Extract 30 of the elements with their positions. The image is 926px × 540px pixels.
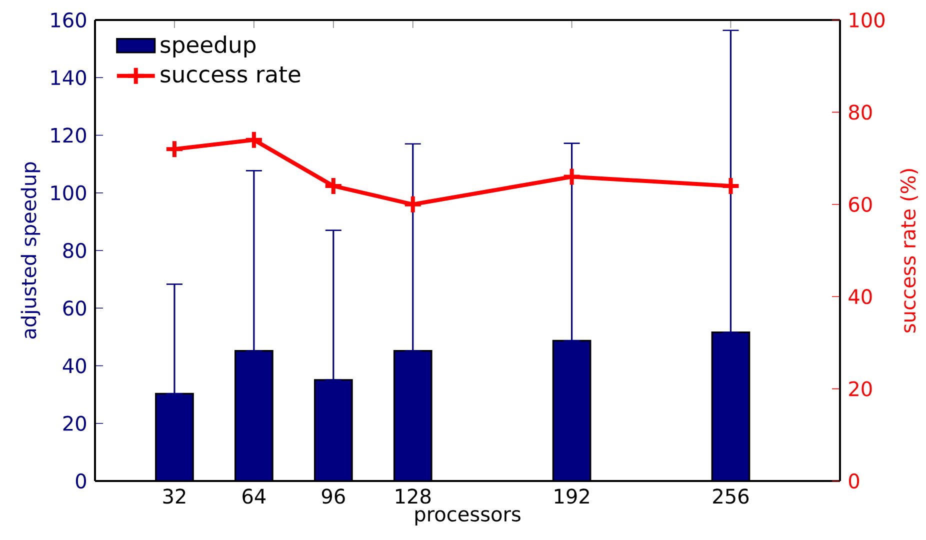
y2-tick-label: 20 [849, 381, 872, 396]
y-tick-label: 40 [62, 358, 86, 374]
point [164, 139, 184, 160]
legend-label: speedup [160, 36, 256, 58]
y-tick-label: 60 [63, 300, 86, 316]
point [562, 166, 582, 187]
y-tick-label: 160 [51, 12, 86, 28]
y2-tick-label: 60 [849, 196, 872, 212]
y-tick-label: 140 [51, 70, 86, 86]
y2-tick-label: 40 [848, 289, 872, 304]
x-tick-label: 256 [713, 488, 749, 504]
x-tick-label: 192 [554, 488, 589, 504]
y-tick-label: 20 [63, 416, 86, 431]
x-tick-label: 64 [242, 488, 266, 504]
y2-tick-label: 100 [850, 12, 885, 28]
x-tick-label: 128 [396, 488, 431, 504]
x-tick-label: 96 [322, 488, 345, 504]
y2-tick-label: 80 [849, 104, 872, 120]
legend-label: success rate [160, 66, 300, 83]
y-tick-label: 80 [63, 242, 86, 258]
y-axis-title: adjusted speedup [20, 162, 40, 339]
point [402, 194, 423, 214]
y2-tick-label: 0 [848, 473, 860, 489]
y-tick-label: 120 [51, 128, 86, 143]
point [244, 130, 264, 150]
y2-axis-title: success rate (%) [900, 169, 918, 333]
y-tick-label: 100 [51, 185, 86, 200]
x-axis-title: processors [415, 510, 520, 526]
y-tick-label: 0 [76, 473, 86, 489]
x-tick-label: 32 [163, 488, 186, 504]
